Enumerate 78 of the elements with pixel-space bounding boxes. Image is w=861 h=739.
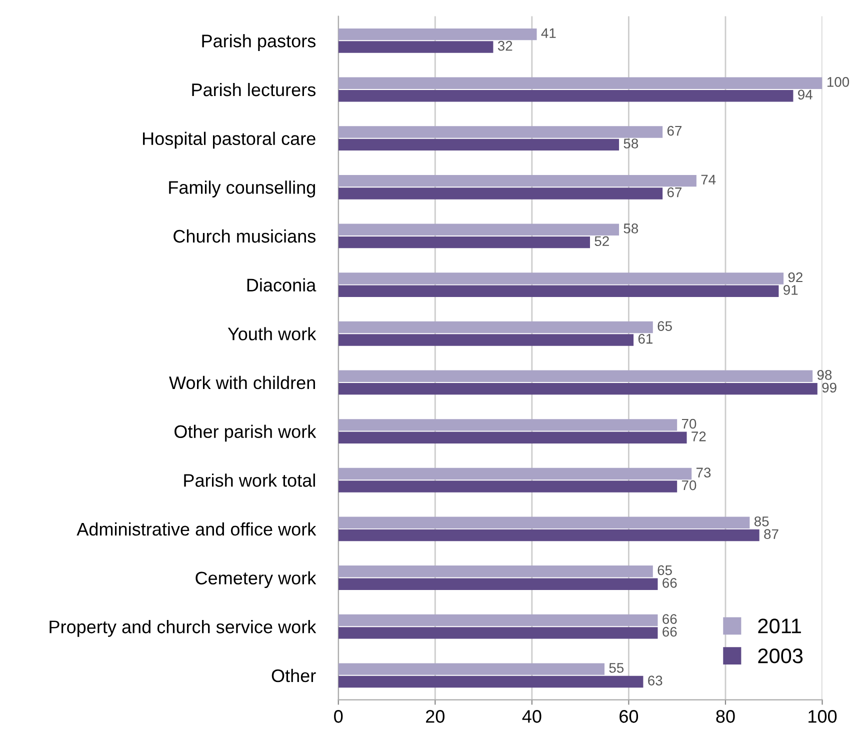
bar — [338, 370, 813, 382]
bar — [338, 236, 590, 248]
data-label: 92 — [788, 272, 802, 282]
bar — [338, 627, 658, 639]
bar — [338, 516, 750, 528]
bar — [338, 77, 822, 90]
bar — [338, 468, 692, 480]
data-label: 94 — [798, 90, 812, 100]
bar — [338, 126, 663, 138]
x-tick-label: 100 — [808, 710, 837, 723]
bar — [338, 334, 634, 346]
data-label: 58 — [624, 224, 638, 234]
y-tick-label: Other parish work — [174, 424, 316, 442]
bar — [338, 90, 794, 102]
bar — [338, 285, 779, 298]
data-label: 73 — [696, 468, 711, 478]
y-tick-label: Parish lecturers — [192, 82, 316, 96]
data-label: 66 — [662, 578, 677, 588]
data-label: 63 — [648, 676, 662, 686]
bar — [338, 138, 620, 151]
data-label: 98 — [817, 370, 832, 380]
bar — [338, 174, 696, 187]
data-label: 65 — [658, 321, 672, 332]
y-tick-label: Work with children — [169, 376, 315, 390]
data-label: 32 — [498, 40, 512, 51]
bar — [338, 321, 653, 334]
bar — [338, 676, 644, 688]
y-tick-label: Cemetery work — [196, 571, 316, 588]
data-label: 74 — [701, 174, 716, 184]
data-label: 55 — [609, 663, 624, 673]
bar — [338, 578, 658, 590]
data-label: 91 — [784, 285, 798, 295]
data-label: 41 — [541, 28, 556, 38]
data-label: 66 — [662, 626, 677, 637]
data-label: 70 — [682, 480, 696, 490]
data-label: 85 — [754, 516, 769, 526]
bar — [338, 432, 687, 444]
y-tick-label: Diaconia — [247, 278, 316, 292]
bar — [338, 272, 784, 284]
data-label: 61 — [638, 334, 652, 344]
y-tick-label: Parish pastors — [202, 34, 316, 51]
data-label: 67 — [667, 187, 682, 198]
data-label: 65 — [658, 565, 672, 576]
bar — [338, 188, 663, 200]
bar — [338, 480, 678, 492]
data-label: 58 — [624, 138, 638, 148]
legend-label: 2003 — [758, 648, 803, 664]
bar — [338, 224, 620, 236]
bar — [338, 614, 658, 626]
data-label: 52 — [594, 236, 609, 246]
y-tick-label: Church musicians — [174, 229, 316, 243]
legend-label: 2011 — [758, 618, 801, 634]
x-tick-label: 80 — [716, 710, 735, 723]
data-label: 100 — [827, 77, 850, 87]
data-label: 67 — [667, 126, 682, 136]
x-tick-label: 60 — [620, 710, 638, 723]
x-tick-label: 0 — [334, 710, 343, 723]
data-label: 66 — [662, 614, 677, 624]
x-tick-label: 40 — [522, 710, 542, 723]
y-tick-label: Youth work — [228, 327, 316, 340]
y-tick-label: Other — [272, 668, 316, 682]
y-tick-label: Hospital pastoral care — [143, 132, 316, 149]
data-label: 87 — [764, 529, 778, 540]
data-label: 70 — [682, 418, 696, 429]
bar — [338, 419, 678, 431]
bar — [338, 529, 760, 542]
x-tick-label: 20 — [426, 710, 444, 723]
bar — [338, 382, 818, 395]
data-label: 72 — [692, 432, 706, 442]
bar — [338, 663, 605, 675]
y-tick-label: Property and church service work — [50, 620, 316, 637]
bar — [338, 41, 494, 53]
bar — [338, 566, 653, 578]
y-tick-label: Parish work total — [184, 474, 315, 487]
y-tick-label: Administrative and office work — [76, 522, 316, 536]
y-tick-label: Family counselling — [169, 180, 315, 198]
data-label: 99 — [822, 382, 836, 393]
bar — [338, 28, 537, 40]
